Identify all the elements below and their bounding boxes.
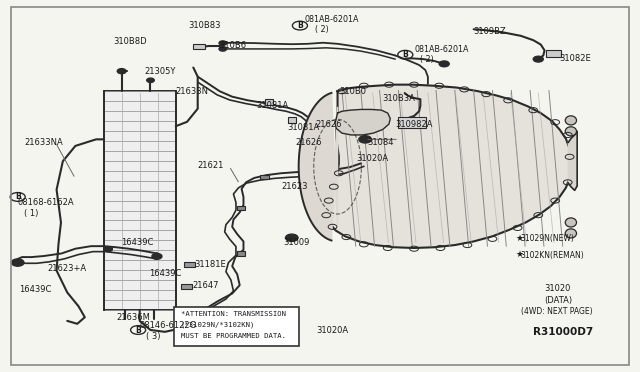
Bar bbox=[180, 284, 192, 289]
Polygon shape bbox=[326, 85, 571, 248]
Text: 3102KN(REMAN): 3102KN(REMAN) bbox=[521, 251, 584, 260]
Text: ★: ★ bbox=[516, 234, 524, 243]
Circle shape bbox=[117, 68, 126, 74]
Circle shape bbox=[147, 78, 154, 83]
Text: 31029N(NEW): 31029N(NEW) bbox=[521, 234, 575, 243]
Text: ( 2): ( 2) bbox=[420, 55, 434, 64]
Circle shape bbox=[439, 61, 449, 67]
Text: 3109BZ: 3109BZ bbox=[474, 26, 506, 36]
Text: 310982A: 310982A bbox=[396, 119, 433, 128]
Text: MUST BE PROGRAMMED DATA.: MUST BE PROGRAMMED DATA. bbox=[180, 333, 286, 339]
Text: (*31029N/*3102KN): (*31029N/*3102KN) bbox=[180, 322, 255, 328]
Circle shape bbox=[152, 253, 162, 259]
Ellipse shape bbox=[565, 116, 577, 125]
Text: B: B bbox=[297, 21, 303, 30]
Bar bbox=[546, 50, 561, 57]
Text: 310B3A: 310B3A bbox=[383, 94, 415, 103]
Text: 21623+A: 21623+A bbox=[47, 263, 86, 273]
Bar bbox=[193, 44, 205, 49]
Text: 21636M: 21636M bbox=[116, 313, 150, 322]
Text: 21626: 21626 bbox=[315, 119, 342, 128]
Text: ( 1): ( 1) bbox=[24, 209, 38, 218]
Bar bbox=[265, 99, 273, 105]
Text: 21633N: 21633N bbox=[176, 87, 209, 96]
Circle shape bbox=[12, 259, 24, 266]
Text: B: B bbox=[15, 192, 20, 201]
Text: 21305Y: 21305Y bbox=[145, 67, 176, 76]
Text: 08168-6162A: 08168-6162A bbox=[18, 198, 74, 207]
Bar bbox=[104, 91, 176, 310]
Polygon shape bbox=[568, 131, 577, 190]
Text: 081AB-6201A: 081AB-6201A bbox=[305, 15, 360, 23]
Text: (DATA): (DATA) bbox=[545, 296, 573, 305]
Circle shape bbox=[219, 41, 227, 45]
Text: 21647: 21647 bbox=[192, 280, 218, 290]
Bar bbox=[398, 117, 426, 128]
Circle shape bbox=[104, 247, 113, 251]
Ellipse shape bbox=[565, 218, 577, 227]
Text: 16439C: 16439C bbox=[121, 238, 154, 247]
Text: 310B6: 310B6 bbox=[220, 41, 247, 50]
Text: 21626: 21626 bbox=[295, 138, 321, 147]
Text: 081AB-6201A: 081AB-6201A bbox=[414, 45, 468, 54]
Text: 31020A: 31020A bbox=[316, 326, 348, 334]
Text: 08146-6122G: 08146-6122G bbox=[140, 321, 196, 330]
Text: ( 2): ( 2) bbox=[315, 25, 329, 34]
Text: 31081A: 31081A bbox=[256, 101, 288, 110]
Text: 31081A: 31081A bbox=[287, 123, 319, 132]
Text: 310B0: 310B0 bbox=[339, 87, 366, 96]
Circle shape bbox=[285, 234, 298, 241]
Circle shape bbox=[533, 56, 543, 62]
Bar bbox=[288, 118, 296, 123]
Text: R31000D7: R31000D7 bbox=[533, 327, 593, 337]
Ellipse shape bbox=[565, 127, 577, 136]
Polygon shape bbox=[335, 109, 390, 135]
Text: 31082E: 31082E bbox=[559, 54, 591, 63]
Ellipse shape bbox=[565, 229, 577, 238]
Bar bbox=[260, 175, 269, 179]
Text: 21633NA: 21633NA bbox=[24, 138, 63, 147]
Text: 310B8D: 310B8D bbox=[113, 38, 147, 46]
Text: 16439C: 16439C bbox=[149, 269, 182, 278]
Text: (4WD: NEXT PAGE): (4WD: NEXT PAGE) bbox=[521, 307, 593, 316]
Text: 31181E: 31181E bbox=[195, 260, 227, 269]
Bar bbox=[237, 251, 245, 256]
Text: 16439C: 16439C bbox=[19, 285, 51, 294]
Text: *ATTENTION: TRANSMISSION: *ATTENTION: TRANSMISSION bbox=[180, 311, 286, 317]
Text: 31020: 31020 bbox=[545, 283, 571, 292]
Text: 31009: 31009 bbox=[283, 238, 309, 247]
Polygon shape bbox=[299, 93, 337, 240]
FancyBboxPatch shape bbox=[175, 307, 300, 346]
Circle shape bbox=[359, 136, 371, 143]
Text: B: B bbox=[403, 50, 408, 59]
Text: B: B bbox=[135, 326, 141, 334]
Text: ★: ★ bbox=[516, 250, 524, 259]
Bar bbox=[237, 206, 245, 210]
Text: 21623: 21623 bbox=[281, 182, 308, 190]
Text: 21621: 21621 bbox=[198, 161, 224, 170]
Text: 31084: 31084 bbox=[367, 138, 394, 147]
Circle shape bbox=[219, 47, 227, 51]
Text: ( 3): ( 3) bbox=[146, 332, 160, 341]
Bar bbox=[184, 262, 195, 267]
Text: 31020A: 31020A bbox=[356, 154, 388, 163]
Text: 310B83: 310B83 bbox=[188, 21, 221, 30]
